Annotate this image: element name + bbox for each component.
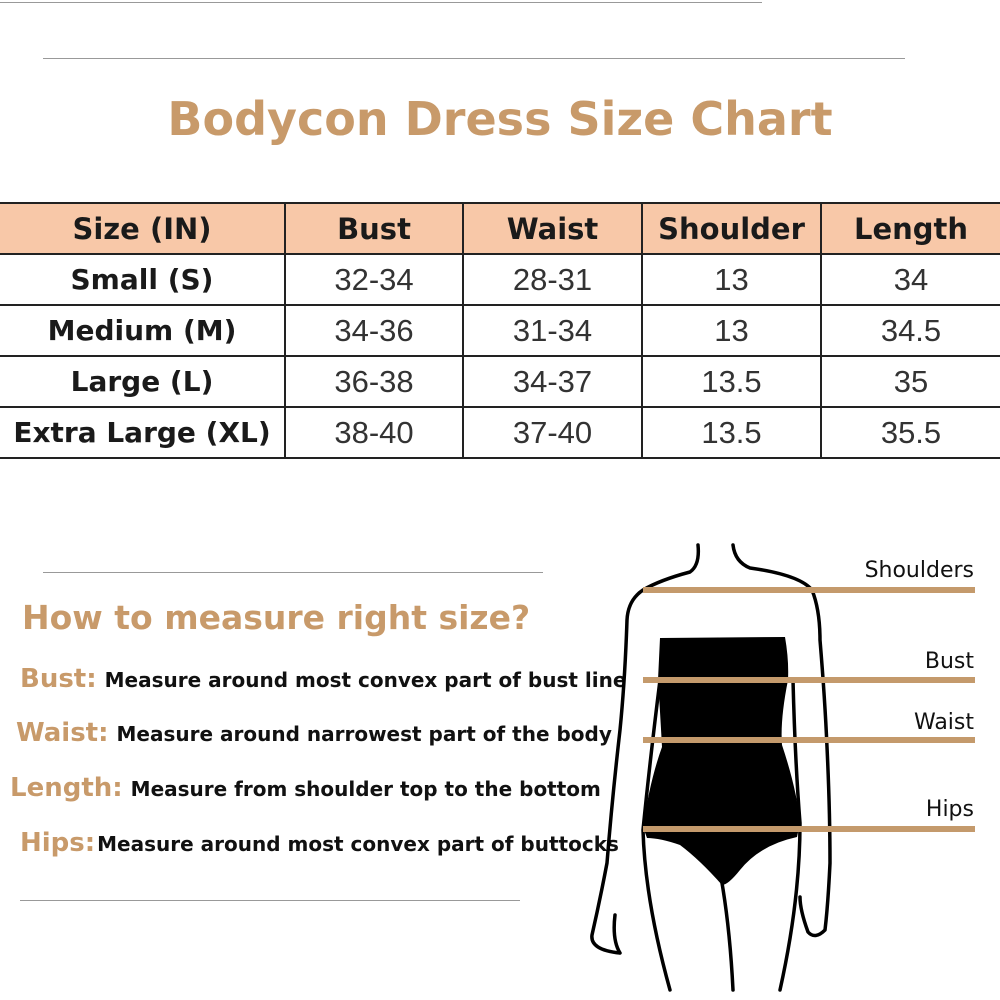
header-cell: Bust bbox=[284, 202, 464, 255]
value-cell: 28-31 bbox=[462, 253, 643, 306]
waist-label: Waist bbox=[913, 710, 974, 735]
header-cell: Length bbox=[820, 202, 1000, 255]
bust-label: Bust bbox=[924, 649, 974, 674]
table-row: Medium (M) 34-36 31-34 13 34.5 bbox=[0, 304, 1000, 357]
value-cell: 36-38 bbox=[284, 355, 464, 408]
howto-label: Hips: bbox=[20, 828, 96, 858]
shoulders-label: Shoulders bbox=[864, 558, 974, 583]
size-cell: Medium (M) bbox=[0, 304, 286, 357]
value-cell: 13.5 bbox=[641, 355, 822, 408]
howto-item-bust: Bust: Measure around most convex part of … bbox=[20, 664, 626, 694]
value-cell: 13 bbox=[641, 253, 822, 306]
value-cell: 34-36 bbox=[284, 304, 464, 357]
howto-item-hips: Hips: Measure around most convex part of … bbox=[20, 828, 619, 858]
size-table: Size (IN) Bust Waist Shoulder Length Sma… bbox=[0, 202, 1000, 459]
garment bbox=[643, 637, 800, 885]
table-row: Large (L) 36-38 34-37 13.5 35 bbox=[0, 355, 1000, 408]
howto-text: Measure around narrowest part of the bod… bbox=[116, 722, 612, 746]
howto-text: Measure around most convex part of bust … bbox=[104, 668, 627, 692]
howto-heading: How to measure right size? bbox=[22, 598, 531, 637]
value-cell: 38-40 bbox=[284, 406, 464, 459]
body-outline-left bbox=[590, 543, 701, 955]
size-cell: Small (S) bbox=[0, 253, 286, 306]
value-cell: 31-34 bbox=[462, 304, 643, 357]
page-title: Bodycon Dress Size Chart bbox=[167, 92, 833, 146]
size-cell: Extra Large (XL) bbox=[0, 406, 286, 459]
size-cell: Large (L) bbox=[0, 355, 286, 408]
howto-label: Waist: bbox=[16, 718, 109, 748]
table-row: Extra Large (XL) 38-40 37-40 13.5 35.5 bbox=[0, 406, 1000, 459]
howto-label: Length: bbox=[10, 773, 123, 803]
inner-leg bbox=[720, 881, 735, 992]
table-header-row: Size (IN) Bust Waist Shoulder Length bbox=[0, 202, 1000, 255]
howto-label: Bust: bbox=[20, 664, 97, 694]
body-outline-right bbox=[731, 543, 832, 938]
table-row: Small (S) 32-34 28-31 13 34 bbox=[0, 253, 1000, 306]
header-cell: Waist bbox=[462, 202, 643, 255]
divider bbox=[0, 2, 762, 3]
value-cell: 35 bbox=[820, 355, 1000, 408]
divider bbox=[43, 58, 905, 59]
value-cell: 32-34 bbox=[284, 253, 464, 306]
divider bbox=[20, 900, 520, 901]
howto-text: Measure around most convex part of butto… bbox=[97, 832, 619, 856]
value-cell: 13.5 bbox=[641, 406, 822, 459]
hips-label: Hips bbox=[925, 797, 974, 822]
value-cell: 34-37 bbox=[462, 355, 643, 408]
value-cell: 35.5 bbox=[820, 406, 1000, 459]
value-cell: 34.5 bbox=[820, 304, 1000, 357]
header-cell: Size (IN) bbox=[0, 202, 286, 255]
divider bbox=[43, 572, 543, 573]
value-cell: 13 bbox=[641, 304, 822, 357]
value-cell: 34 bbox=[820, 253, 1000, 306]
howto-item-length: Length: Measure from shoulder top to the … bbox=[10, 773, 601, 803]
howto-item-waist: Waist: Measure around narrowest part of t… bbox=[16, 718, 612, 748]
value-cell: 37-40 bbox=[462, 406, 643, 459]
torso-right bbox=[778, 678, 802, 992]
header-cell: Shoulder bbox=[641, 202, 822, 255]
howto-text: Measure from shoulder top to the bottom bbox=[130, 777, 601, 801]
